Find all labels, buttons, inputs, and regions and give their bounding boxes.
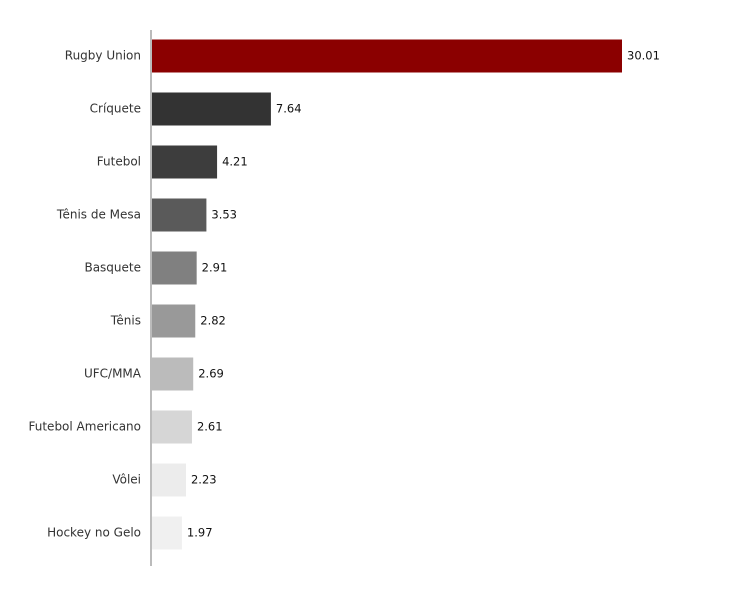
bar [152, 304, 196, 338]
value-label: 4.21 [222, 155, 248, 169]
bar [152, 145, 218, 179]
category-label: UFC/MMA [84, 367, 142, 381]
value-label: 2.61 [197, 420, 223, 434]
bar [152, 251, 197, 285]
category-label: Futebol Americano [29, 420, 142, 434]
value-label: 2.69 [198, 367, 224, 381]
value-label: 2.23 [191, 473, 217, 487]
bar [152, 357, 194, 391]
bar [152, 39, 622, 73]
value-label: 7.64 [276, 102, 302, 116]
category-label: Vôlei [112, 473, 141, 487]
bar [152, 92, 271, 126]
value-label: 1.97 [187, 526, 213, 540]
category-label: Futebol [97, 155, 141, 169]
value-label: 30.01 [627, 49, 660, 63]
category-label: Rugby Union [65, 49, 141, 63]
category-label: Tênis [110, 314, 141, 328]
bar [152, 410, 192, 444]
bar [152, 516, 182, 550]
bar [152, 463, 186, 497]
category-label: Críquete [90, 102, 141, 116]
category-label: Tênis de Mesa [56, 208, 141, 222]
value-label: 2.82 [200, 314, 226, 328]
bar [152, 198, 207, 232]
category-label: Basquete [84, 261, 141, 275]
category-label: Hockey no Gelo [47, 526, 141, 540]
value-label: 2.91 [202, 261, 228, 275]
value-label: 3.53 [211, 208, 237, 222]
